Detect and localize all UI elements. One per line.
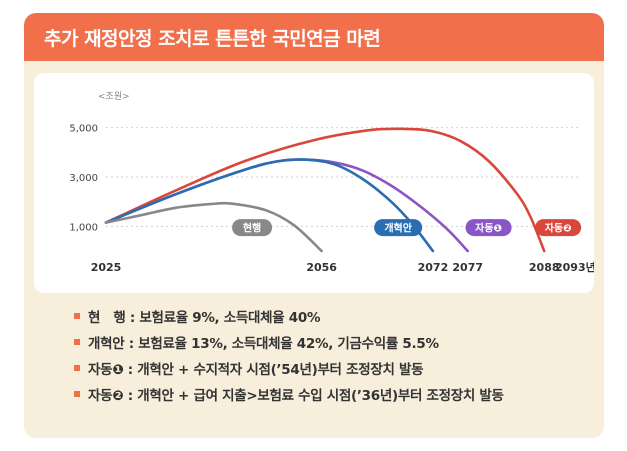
series-pill-label: 현행 — [243, 222, 261, 235]
x-tick-label: 2072 — [418, 261, 449, 274]
legend-label: 자동❷ — [88, 388, 124, 404]
legend-label: 개혁안 — [88, 336, 125, 352]
legend-item-current: 현 행 : 보험료율 9%, 소득대체율 40% — [74, 305, 594, 331]
legend-item-auto1: 자동❶ : 개혁안 + 수지적자 시점(’54년)부터 조정장치 발동 — [74, 357, 594, 383]
legend: 현 행 : 보험료율 9%, 소득대체율 40% 개혁안 : 보험료율 13%,… — [74, 305, 594, 409]
y-tick-label: 1,000 — [69, 222, 98, 233]
bullet-icon — [74, 339, 80, 345]
series-line-auto1 — [104, 158, 469, 253]
series-pill-label: 자동❶ — [475, 222, 502, 235]
series-pill-label: 자동❷ — [545, 222, 572, 235]
series-pill-label: 개혁안 — [384, 222, 412, 235]
infographic-frame: 추가 재정안정 조치로 튼튼한 국민연금 마련 <조원> 1,000 3,000 5… — [24, 13, 604, 438]
x-tick-label: 2088 — [529, 261, 560, 274]
legend-desc: : 보험료율 9%, 소득대체율 40% — [125, 310, 321, 326]
x-tick-label: 2077 — [452, 261, 483, 274]
legend-desc: : 개혁안 + 수지적자 시점(’54년)부터 조정장치 발동 — [123, 362, 424, 378]
series-line-current — [104, 201, 323, 253]
title-bar: 추가 재정안정 조치로 튼튼한 국민연금 마련 — [24, 13, 604, 61]
legend-desc: : 개혁안 + 급여 지출>보험료 수입 시점(’36년)부터 조정장치 발동 — [123, 388, 504, 404]
series-pill-auto2 — [535, 219, 582, 237]
legend-label: 자동❶ — [88, 362, 124, 378]
series-line-reform — [104, 158, 435, 253]
legend-desc: : 보험료율 13%, 소득대체율 42%, 기금수익률 5.5% — [124, 336, 439, 352]
chart-card: <조원> 1,000 3,000 5,000 2025 2056 2072 2077 2088… — [34, 73, 594, 293]
x-tick-label: 2093년 — [555, 260, 594, 274]
bullet-icon — [74, 391, 80, 397]
legend-item-reform: 개혁안 : 보험료율 13%, 소득대체율 42%, 기금수익률 5.5% — [74, 331, 594, 357]
fund-projection-chart: <조원> 1,000 3,000 5,000 2025 2056 2072 2077 2088… — [69, 91, 594, 274]
bullet-icon — [74, 313, 80, 319]
series-pill-auto1 — [465, 219, 512, 237]
series-pill-reform — [374, 219, 423, 237]
legend-item-auto2: 자동❷ : 개혁안 + 급여 지출>보험료 수입 시점(’36년)부터 조정장치… — [74, 383, 594, 409]
page-title: 추가 재정안정 조치로 튼튼한 국민연금 마련 — [44, 28, 381, 50]
x-tick-label: 2025 — [91, 261, 122, 274]
x-tick-label: 2056 — [306, 261, 337, 274]
y-tick-label: 3,000 — [69, 173, 98, 184]
series-line-auto2 — [104, 127, 546, 253]
y-tick-label: 5,000 — [69, 124, 98, 135]
bullet-icon — [74, 365, 80, 371]
series-pill-current — [232, 219, 273, 237]
y-unit-label: <조원> — [98, 91, 130, 102]
legend-label: 현 행 — [88, 310, 126, 326]
